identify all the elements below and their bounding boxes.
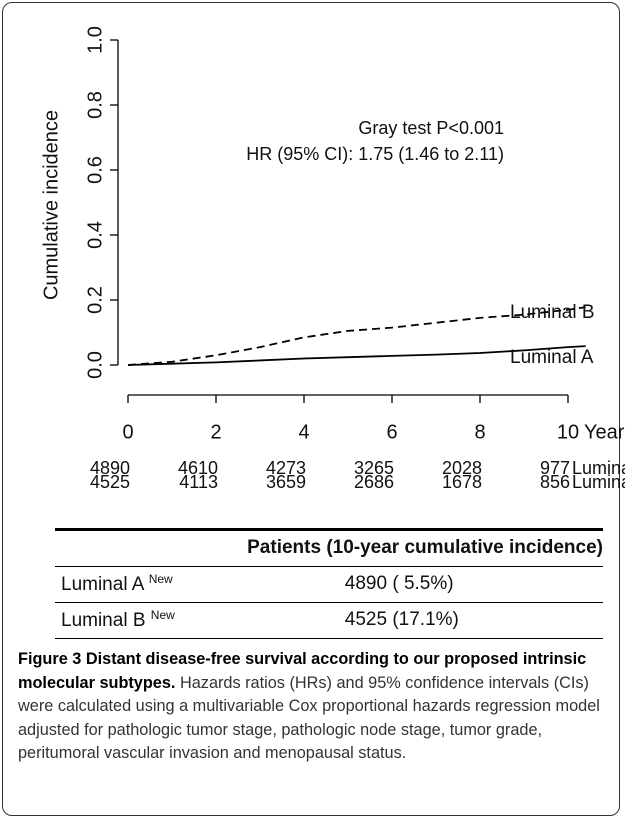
- risk-count: 4525: [90, 472, 130, 492]
- risk-count: 2686: [354, 472, 394, 492]
- risk-count: 4610: [178, 458, 218, 478]
- caption: Figure 3 Distant disease-free survival a…: [18, 648, 616, 766]
- row-label-cell: Luminal A New: [55, 566, 263, 603]
- caption-title: Figure 3 Distant disease-free survival a…: [18, 650, 587, 692]
- risk-count: 1678: [442, 472, 482, 492]
- x-tick-label: 8: [474, 421, 485, 443]
- x-axis-label: Years: [584, 421, 625, 443]
- y-tick-label: 0.4: [84, 221, 106, 249]
- risk-count: 4890: [90, 458, 130, 478]
- y-tick-label: 0.6: [84, 156, 106, 184]
- row-superscript: New: [150, 608, 175, 622]
- row-superscript: New: [148, 572, 173, 586]
- series-label: Luminal A: [510, 347, 594, 368]
- risk-count: 4113: [179, 472, 218, 492]
- row-label: Luminal A: [61, 574, 144, 595]
- risk-row-label: Luminal B: [572, 472, 625, 492]
- table-header: Patients (10-year cumulative incidence): [55, 528, 603, 567]
- series-label: Luminal B: [510, 302, 595, 323]
- x-tick-label: 6: [386, 421, 397, 443]
- y-tick-label: 0.8: [84, 91, 106, 119]
- y-axis-label: Cumulative incidence: [40, 110, 62, 300]
- figure-frame: [2, 2, 620, 816]
- risk-count: 3265: [354, 458, 394, 478]
- row-value: 4525 (17.1%): [262, 602, 603, 639]
- caption-text: Hazards ratios (HRs) and 95% confidence …: [18, 673, 600, 763]
- y-tick-label: 0.2: [84, 286, 106, 314]
- x-tick-label: 0: [122, 421, 133, 443]
- y-tick-label: 0.0: [84, 351, 106, 379]
- series-line: [127, 306, 586, 366]
- chart: Cumulative incidence Gray test P<0.001 H…: [40, 26, 625, 492]
- x-tick-label: 10: [557, 421, 579, 443]
- x-tick-label: 4: [298, 421, 309, 443]
- risk-count: 3659: [266, 472, 306, 492]
- risk-count: 856: [540, 472, 570, 492]
- summary-table: Patients (10-year cumulative incidence) …: [55, 528, 603, 639]
- y-tick-label: 1.0: [84, 26, 106, 54]
- row-label-cell: Luminal B New: [55, 602, 263, 639]
- risk-count: 977: [540, 458, 570, 478]
- table-row: Luminal A New 4890 ( 5.5%): [55, 566, 603, 603]
- row-label: Luminal B: [61, 610, 146, 631]
- annotation: Gray test P<0.001: [358, 118, 504, 138]
- annotation: HR (95% CI): 1.75 (1.46 to 2.11): [246, 144, 504, 164]
- risk-count: 2028: [442, 458, 482, 478]
- series-line: [127, 345, 586, 366]
- risk-row-label: Luminal A: [572, 458, 625, 478]
- x-tick-label: 2: [210, 421, 221, 443]
- row-value: 4890 ( 5.5%): [262, 566, 603, 603]
- table-row: Luminal B New 4525 (17.1%): [55, 602, 603, 639]
- risk-count: 4273: [266, 458, 306, 478]
